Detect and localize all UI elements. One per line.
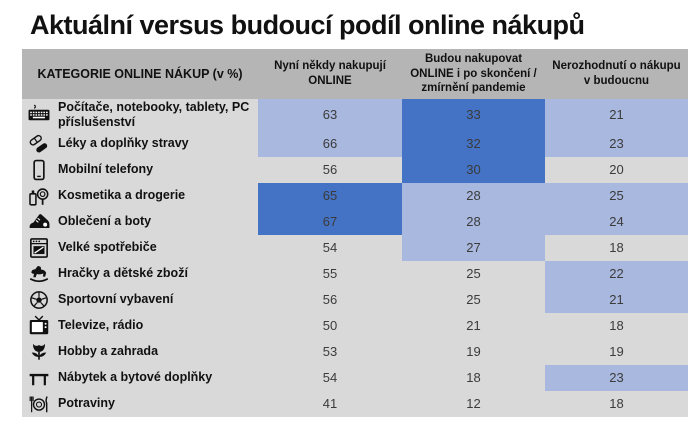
category-cell: Hračky a dětské zboží <box>22 260 258 287</box>
value-cell: 18 <box>545 390 688 417</box>
value-cell: 67 <box>258 208 402 235</box>
value-cell: 23 <box>545 130 688 157</box>
table-body: Počítače, notebooky, tablety, PC přísluš… <box>22 99 688 417</box>
table-row: Sportovní vybavení 56 25 21 <box>22 286 688 313</box>
value-cell: 41 <box>258 390 402 417</box>
main-table: KATEGORIE ONLINE NÁKUP (v %) Nyní někdy … <box>22 49 688 417</box>
table-row: Potraviny 41 12 18 <box>22 390 688 417</box>
category-label: Hobby a zahrada <box>58 344 159 359</box>
value-cell: 27 <box>402 234 545 261</box>
category-cell: Oblečení a boty <box>22 208 258 235</box>
category-cell: Hobby a zahrada <box>22 338 258 365</box>
value-cell: 54 <box>258 364 402 391</box>
value-cell: 18 <box>545 312 688 339</box>
table-row: Mobilní telefony 56 30 20 <box>22 156 688 183</box>
value-cell: 65 <box>258 182 402 209</box>
category-label: Hračky a dětské zboží <box>58 266 188 281</box>
table-row: Kosmetika a drogerie 65 28 25 <box>22 182 688 209</box>
value-cell: 54 <box>258 234 402 261</box>
category-cell: Nábytek a bytové doplňky <box>22 364 258 391</box>
value-cell: 20 <box>545 156 688 183</box>
soccer-ball-icon <box>25 289 53 311</box>
appliance-icon <box>25 237 53 259</box>
value-cell: 23 <box>545 364 688 391</box>
category-cell: Kosmetika a drogerie <box>22 182 258 209</box>
value-cell: 25 <box>402 260 545 287</box>
category-cell: Televize, rádio <box>22 312 258 339</box>
category-label: Léky a doplňky stravy <box>58 136 189 151</box>
category-label: Sportovní vybavení <box>58 292 174 307</box>
tulip-icon <box>25 341 53 363</box>
value-cell: 56 <box>258 286 402 313</box>
value-cell: 24 <box>545 208 688 235</box>
category-label: Potraviny <box>58 396 115 411</box>
value-cell: 30 <box>402 156 545 183</box>
table-row: Hobby a zahrada 53 19 19 <box>22 338 688 365</box>
value-cell: 53 <box>258 338 402 365</box>
header-undecided: Nerozhodnutí o nákupu v budoucnu <box>545 49 688 99</box>
category-cell: Sportovní vybavení <box>22 286 258 313</box>
value-cell: 50 <box>258 312 402 339</box>
table-row: Hračky a dětské zboží 55 25 22 <box>22 260 688 287</box>
table-row: Velké spotřebiče 54 27 18 <box>22 234 688 261</box>
value-cell: 32 <box>402 130 545 157</box>
table-header-row: KATEGORIE ONLINE NÁKUP (v %) Nyní někdy … <box>22 49 688 99</box>
value-cell: 33 <box>402 99 545 131</box>
category-cell: Potraviny <box>22 390 258 417</box>
category-cell: Mobilní telefony <box>22 156 258 183</box>
value-cell: 55 <box>258 260 402 287</box>
keyboard-icon <box>25 104 53 126</box>
value-cell: 18 <box>402 364 545 391</box>
table-container: KATEGORIE ONLINE NÁKUP (v %) Nyní někdy … <box>22 49 688 417</box>
value-cell: 56 <box>258 156 402 183</box>
category-label: Kosmetika a drogerie <box>58 188 186 203</box>
value-cell: 66 <box>258 130 402 157</box>
value-cell: 21 <box>402 312 545 339</box>
value-cell: 19 <box>545 338 688 365</box>
value-cell: 19 <box>402 338 545 365</box>
page-title: Aktuální versus budoucí podíl online nák… <box>30 10 585 40</box>
cosmetics-icon <box>25 185 53 207</box>
category-label: Mobilní telefony <box>58 162 154 177</box>
sneaker-icon <box>25 211 53 233</box>
header-future-online: Budou nakupovat ONLINE i po skončení / z… <box>402 49 545 99</box>
tv-icon <box>25 315 53 337</box>
value-cell: 28 <box>402 208 545 235</box>
category-label: Velké spotřebiče <box>58 240 157 255</box>
value-cell: 21 <box>545 286 688 313</box>
category-label: Nábytek a bytové doplňky <box>58 370 213 385</box>
value-cell: 63 <box>258 99 402 131</box>
value-cell: 18 <box>545 234 688 261</box>
table-row: Počítače, notebooky, tablety, PC přísluš… <box>22 99 688 131</box>
value-cell: 28 <box>402 182 545 209</box>
category-cell: Velké spotřebiče <box>22 234 258 261</box>
table-icon <box>25 367 53 389</box>
cutlery-icon <box>25 393 53 415</box>
category-cell: Léky a doplňky stravy <box>22 130 258 157</box>
category-label: Oblečení a boty <box>58 214 152 229</box>
value-cell: 22 <box>545 260 688 287</box>
pills-icon <box>25 133 53 155</box>
category-cell: Počítače, notebooky, tablety, PC přísluš… <box>22 99 258 131</box>
category-label: Televize, rádio <box>58 318 144 333</box>
category-label: Počítače, notebooky, tablety, PC přísluš… <box>58 100 250 129</box>
rocking-horse-icon <box>25 263 53 285</box>
table-row: Nábytek a bytové doplňky 54 18 23 <box>22 364 688 391</box>
smartphone-icon <box>25 159 53 181</box>
value-cell: 12 <box>402 390 545 417</box>
header-category: KATEGORIE ONLINE NÁKUP (v %) <box>22 49 258 99</box>
value-cell: 25 <box>402 286 545 313</box>
table-row: Léky a doplňky stravy 66 32 23 <box>22 130 688 157</box>
table-row: Televize, rádio 50 21 18 <box>22 312 688 339</box>
table-row: Oblečení a boty 67 28 24 <box>22 208 688 235</box>
value-cell: 25 <box>545 182 688 209</box>
value-cell: 21 <box>545 99 688 131</box>
header-current-online: Nyní někdy nakupují ONLINE <box>258 49 402 99</box>
